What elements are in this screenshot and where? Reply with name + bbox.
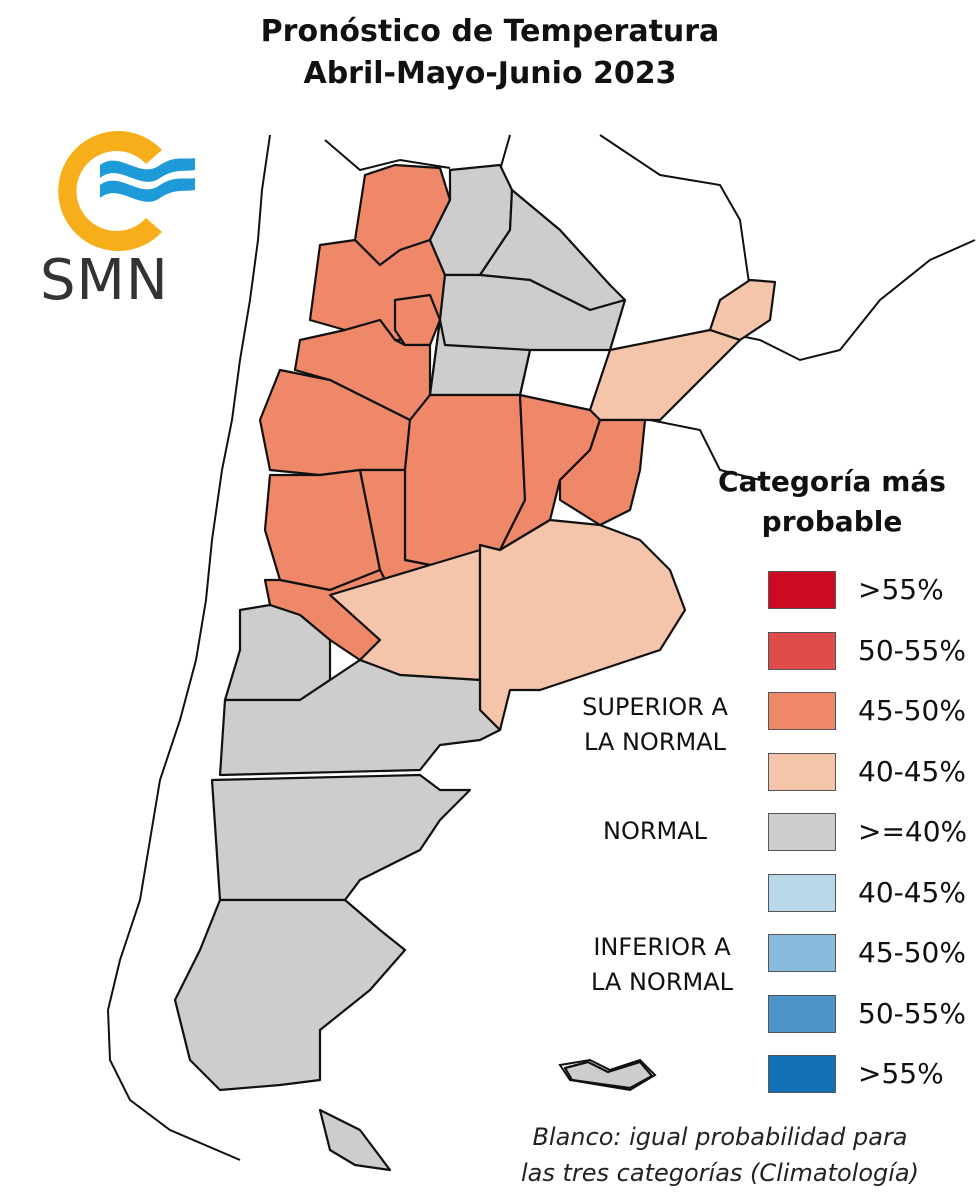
footnote-line1: Blanco: igual probabilidad para	[532, 1123, 908, 1151]
legend-swatch	[768, 873, 836, 912]
province-tucuman	[393, 293, 442, 347]
legend-label: 40-45%	[858, 875, 966, 909]
uruguay-border	[709, 239, 976, 362]
legend-group-superior-line2: LA NORMAL	[584, 728, 726, 756]
legend-title-line2: probable	[761, 505, 903, 538]
legend-label: 40-45%	[858, 754, 966, 788]
province-misiones	[708, 278, 777, 342]
paraguay-river	[499, 134, 511, 171]
chile-coastline	[106, 134, 271, 1161]
legend-swatch	[768, 692, 836, 730]
smn-sun-waves-logo	[58, 131, 195, 252]
province-rio-negro	[218, 658, 502, 777]
legend-swatch	[768, 571, 836, 609]
legend-swatch	[768, 752, 836, 791]
legend-swatch	[768, 631, 836, 670]
map-title-line2: Abril-Mayo-Junio 2023	[303, 56, 677, 91]
map-title-line1: Pronóstico de Temperatura	[260, 14, 720, 49]
brazil-border	[599, 134, 751, 291]
province-santa-cruz	[173, 898, 407, 1092]
province-tierra-del-fuego	[318, 1108, 392, 1172]
legend-group-inferior-line2: LA NORMAL	[591, 968, 733, 996]
footnote-line2: las tres categorías (Climatología)	[520, 1159, 919, 1187]
legend-group-normal: NORMAL	[602, 817, 707, 845]
islas-malvinas	[563, 1060, 654, 1090]
legend-group-inferior-line1: INFERIOR A	[593, 933, 731, 961]
legend-swatch	[768, 994, 836, 1033]
legend-group-superior-line1: SUPERIOR A	[582, 693, 728, 721]
legend-label: >=40%	[858, 815, 968, 848]
legend-swatch	[768, 813, 836, 851]
province-santiago	[428, 318, 532, 397]
uruguay-south	[649, 419, 761, 481]
legend-label: 45-50%	[858, 694, 966, 727]
smn-logo-text: SMN	[40, 248, 169, 313]
legend-title-line1: Categoría más	[718, 465, 946, 498]
legend-swatch	[768, 934, 836, 972]
province-chubut	[210, 773, 472, 902]
legend-swatch	[768, 1055, 836, 1093]
legend-label: 45-50%	[858, 936, 966, 969]
bolivia-border	[324, 139, 451, 172]
legend-label: 50-55%	[858, 633, 966, 667]
legend-label: 50-55%	[858, 996, 966, 1030]
provinces-layer	[173, 163, 777, 1172]
legend-label: >55%	[858, 573, 944, 606]
legend-label: >55%	[858, 1057, 944, 1090]
province-buenos-aires	[478, 518, 687, 732]
